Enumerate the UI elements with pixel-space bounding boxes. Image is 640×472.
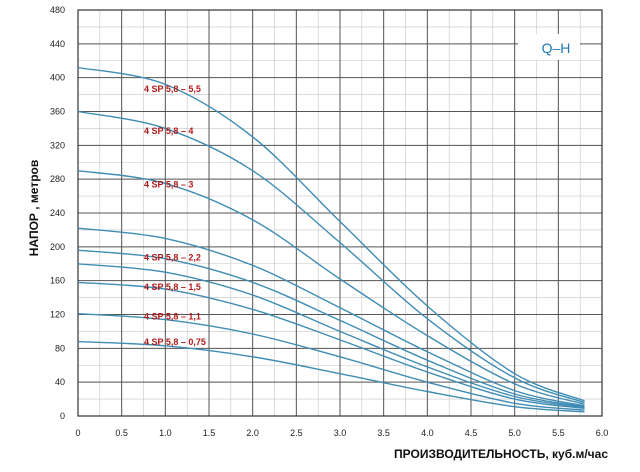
x-tick-label: 4.0 <box>421 428 434 438</box>
curve-3 <box>77 170 585 405</box>
y-tick-label: 400 <box>50 73 65 83</box>
y-tick-label: 40 <box>55 377 65 387</box>
plot-border <box>77 9 603 417</box>
y-tick-label: 0 <box>60 411 65 421</box>
series-label: 4 SP 5,8 – 3 <box>144 180 193 190</box>
y-tick-label: 320 <box>50 140 65 150</box>
x-tick-label: 0 <box>75 428 80 438</box>
curve-5 <box>77 249 585 408</box>
series-label: 4 SP 5,8 – 4 <box>144 126 193 136</box>
y-tick-label: 80 <box>55 343 65 353</box>
x-tick-label: 5.5 <box>552 428 565 438</box>
y-tick-label: 440 <box>50 39 65 49</box>
series-labels: 4 SP 5,8 – 5,5 4 SP 5,8 – 4 4 SP 5,8 – 3 4 … <box>144 84 206 347</box>
x-tick-label: 1.0 <box>159 428 172 438</box>
q-h-annotation: Q–H <box>542 40 571 56</box>
y-tick-label: 160 <box>50 276 65 286</box>
y-tick-label: 360 <box>50 107 65 117</box>
x-axis-title: ПРОИЗВОДИТЕЛЬНОСТЬ, куб.м/час <box>394 447 608 461</box>
y-tick-label: 480 <box>50 5 65 15</box>
series-label: 4 SP 5,8 – 1,5 <box>144 282 201 292</box>
curve-8 <box>77 313 585 411</box>
curve-4 <box>77 227 585 407</box>
x-tick-label: 3.5 <box>377 428 390 438</box>
y-tick-label: 120 <box>50 310 65 320</box>
x-tick-label: 0.5 <box>115 428 128 438</box>
y-tick-label: 280 <box>50 174 65 184</box>
series-label: 4 SP 5,8 – 2,2 <box>144 252 201 262</box>
series-label: 4 SP 5,8 – 1,1 <box>144 311 201 321</box>
annotation-box <box>518 34 580 60</box>
y-tick-label: 240 <box>50 208 65 218</box>
x-tick-label: 2.0 <box>246 428 259 438</box>
curve-6 <box>77 263 585 409</box>
x-tick-label: 3.0 <box>334 428 347 438</box>
curve-2 <box>77 110 585 404</box>
x-tick-label: 2.5 <box>290 428 303 438</box>
tick-labels: 0 0.5 1.0 1.5 2.0 2.5 3.0 3.5 4.0 4.5 5.0 5.5 6.0 0 40… <box>50 5 608 438</box>
series-label: 4 SP 5,8 – 5,5 <box>144 84 201 94</box>
y-axis-title: НАПОР , метров <box>27 160 41 256</box>
curves <box>77 66 585 413</box>
curve-7 <box>77 281 585 410</box>
x-tick-label: 1.5 <box>203 428 216 438</box>
x-tick-label: 6.0 <box>596 428 609 438</box>
x-tick-label: 4.5 <box>465 428 478 438</box>
series-label: 4 SP 5,8 – 0,75 <box>144 337 206 347</box>
curve-1 <box>77 66 585 402</box>
curve-9 <box>77 340 585 413</box>
x-tick-label: 5.0 <box>508 428 521 438</box>
grid <box>77 9 603 417</box>
y-tick-label: 200 <box>50 242 65 252</box>
